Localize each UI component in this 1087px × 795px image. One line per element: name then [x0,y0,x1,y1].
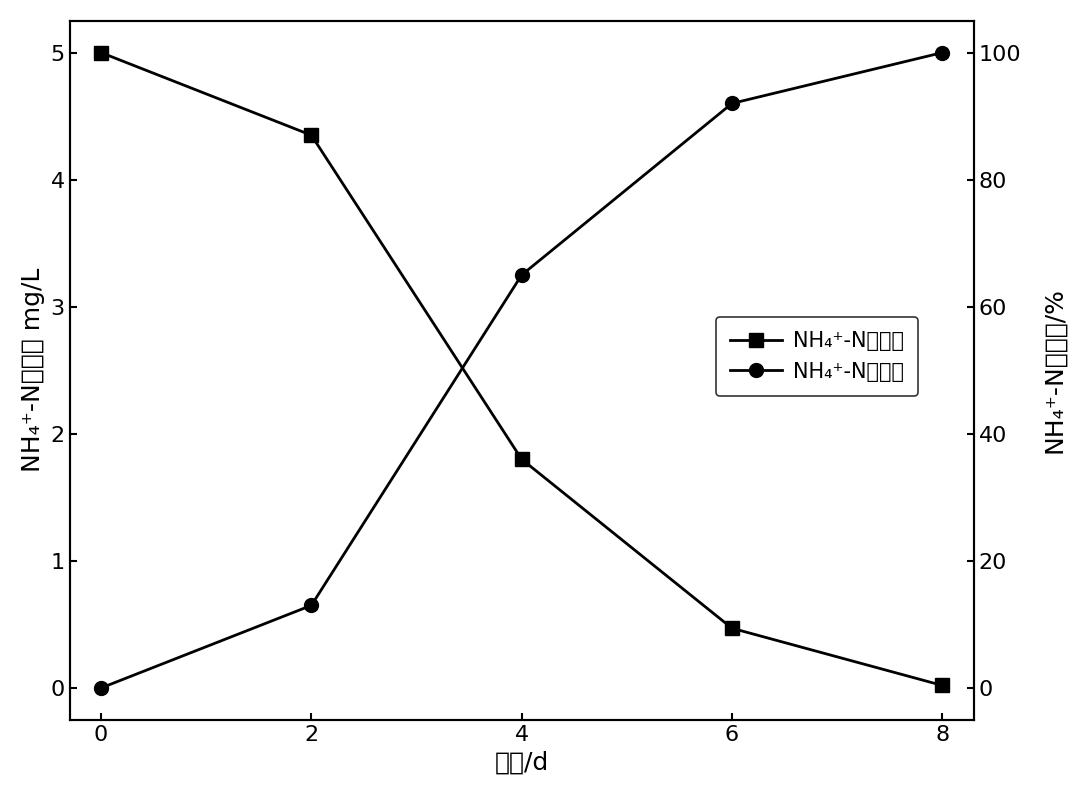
NH₄⁺-N去除率 [95,683,108,692]
NH₄⁺-N去除率 [304,600,317,610]
NH₄⁺-N去除率 [725,99,738,108]
Line: NH₄⁺-N残余量: NH₄⁺-N残余量 [95,45,949,692]
NH₄⁺-N残余量 [304,130,317,140]
Legend: NH₄⁺-N残余量, NH₄⁺-N去除率: NH₄⁺-N残余量, NH₄⁺-N去除率 [715,316,919,396]
NH₄⁺-N残余量 [95,48,108,57]
Line: NH₄⁺-N去除率: NH₄⁺-N去除率 [95,45,949,695]
Y-axis label: NH₄⁺-N残余量 mg/L: NH₄⁺-N残余量 mg/L [21,268,45,472]
NH₄⁺-N残余量 [936,681,949,690]
NH₄⁺-N残余量 [725,623,738,633]
NH₄⁺-N残余量 [515,455,528,464]
X-axis label: 时间/d: 时间/d [495,750,549,774]
Y-axis label: NH₄⁺-N去除率/%: NH₄⁺-N去除率/% [1042,287,1066,453]
NH₄⁺-N去除率 [515,270,528,280]
NH₄⁺-N去除率 [936,48,949,57]
